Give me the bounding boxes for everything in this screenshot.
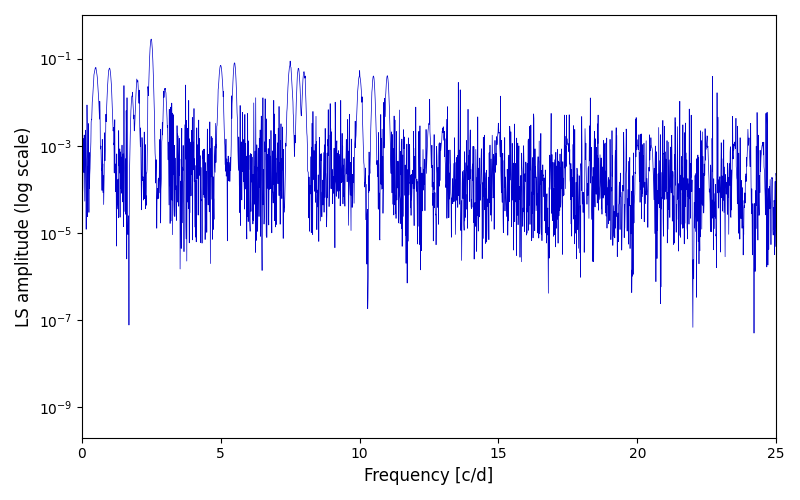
Y-axis label: LS amplitude (log scale): LS amplitude (log scale) <box>15 126 33 326</box>
X-axis label: Frequency [c/d]: Frequency [c/d] <box>364 467 494 485</box>
